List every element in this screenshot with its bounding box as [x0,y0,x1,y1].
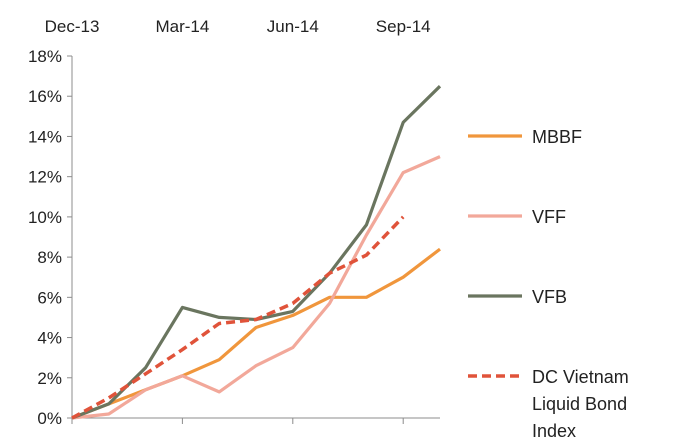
x-tick-label: Sep-14 [376,17,431,36]
y-tick-label: 2% [37,369,62,388]
y-tick-label: 6% [37,288,62,307]
legend-label: VFB [532,287,567,307]
legend-label: Index [532,421,576,441]
series-line-dc-vietnam-liquid-bond-index [71,215,405,420]
legend-label: VFF [532,207,566,227]
y-tick-label: 12% [28,168,62,187]
legend-label: Liquid Bond [532,394,627,414]
x-tick-label: Mar-14 [155,17,209,36]
x-tick-label: Dec-13 [45,17,100,36]
axes: 0% 2% 4% 6% 8% 10% 12% 14% 16% 18% Dec-13 Mar-14 Jun… [28,17,440,428]
y-tick-label: 18% [28,47,62,66]
y-tick-label: 4% [37,329,62,348]
legend-label: MBBF [532,127,582,147]
series-line-mbbf [71,247,441,420]
legend: MBBF VFF VFB DC Vietnam Liquid Bond Index [468,127,629,441]
x-tick-label: Jun-14 [267,17,319,36]
series-line-vfb [71,85,442,420]
series-line-vff [71,155,441,420]
legend-label: DC Vietnam [532,367,629,387]
plot-lines [71,85,442,420]
y-tick-label: 16% [28,87,62,106]
y-tick-label: 10% [28,208,62,227]
y-tick-label: 14% [28,127,62,146]
y-tick-label: 0% [37,409,62,428]
y-tick-label: 8% [37,248,62,267]
